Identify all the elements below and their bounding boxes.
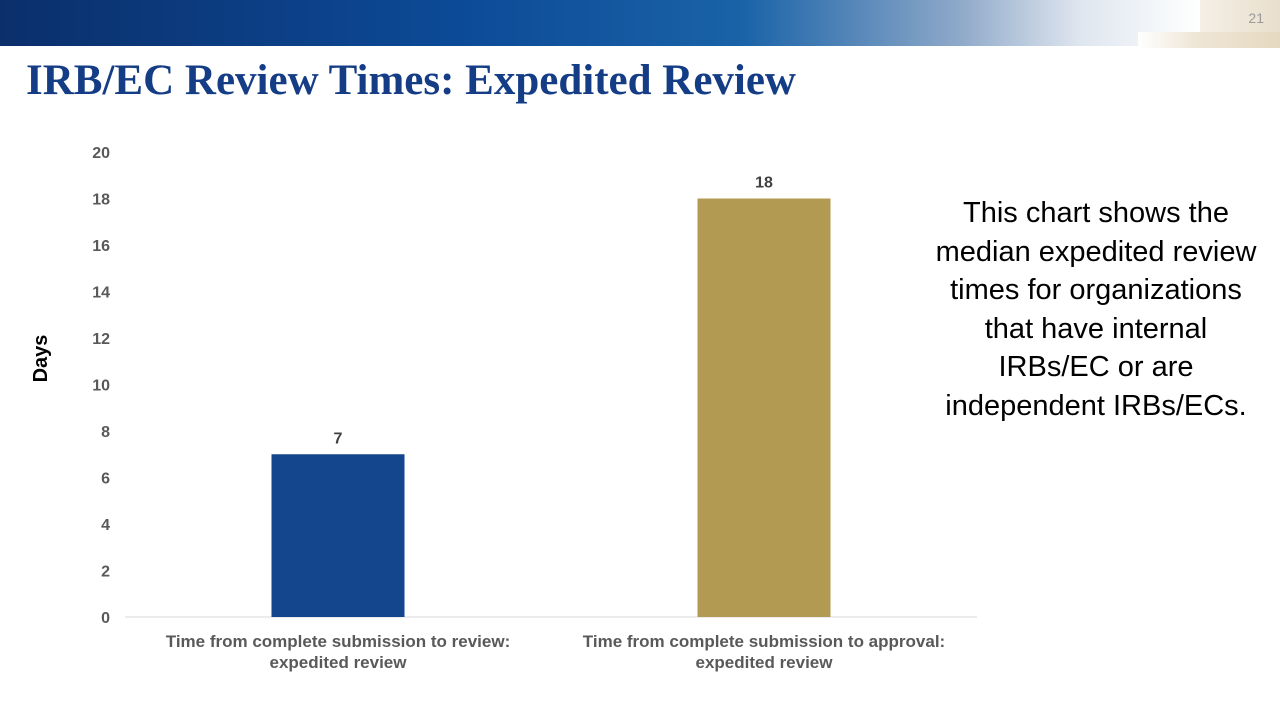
bar-chart: 0 2 4 6 8 10 12 14 16 18 20 Days 7 Time from complete…: [30, 145, 977, 672]
y-tick-label: 20: [92, 145, 110, 162]
y-tick-label: 16: [92, 238, 110, 255]
y-tick-label: 8: [101, 424, 110, 441]
x-category-label: expedited review: [269, 653, 407, 672]
chart-description: This chart shows the median expedited re…: [935, 197, 1257, 422]
y-axis-label: Days: [30, 335, 52, 383]
header-band: [0, 0, 1200, 46]
data-label: 18: [755, 175, 773, 192]
y-tick-label: 12: [92, 331, 110, 348]
y-tick-label: 0: [101, 610, 110, 627]
data-label: 7: [334, 430, 343, 447]
y-tick-label: 6: [101, 471, 110, 488]
header-corner-accent: [1138, 32, 1280, 48]
y-tick-label: 4: [101, 517, 110, 534]
y-tick-label: 14: [92, 285, 110, 302]
x-category-label: Time from complete submission to review:: [166, 632, 511, 651]
y-tick-label: 2: [101, 564, 110, 581]
y-tick-label: 18: [92, 192, 110, 209]
y-tick-label: 10: [92, 378, 110, 395]
x-category-label: Time from complete submission to approva…: [583, 632, 945, 651]
slide-title: IRB/EC Review Times: Expedited Review: [26, 57, 796, 104]
x-category-label: expedited review: [695, 653, 833, 672]
slide-number: 21: [1248, 10, 1264, 26]
bar: [697, 198, 831, 617]
bar: [271, 454, 405, 617]
